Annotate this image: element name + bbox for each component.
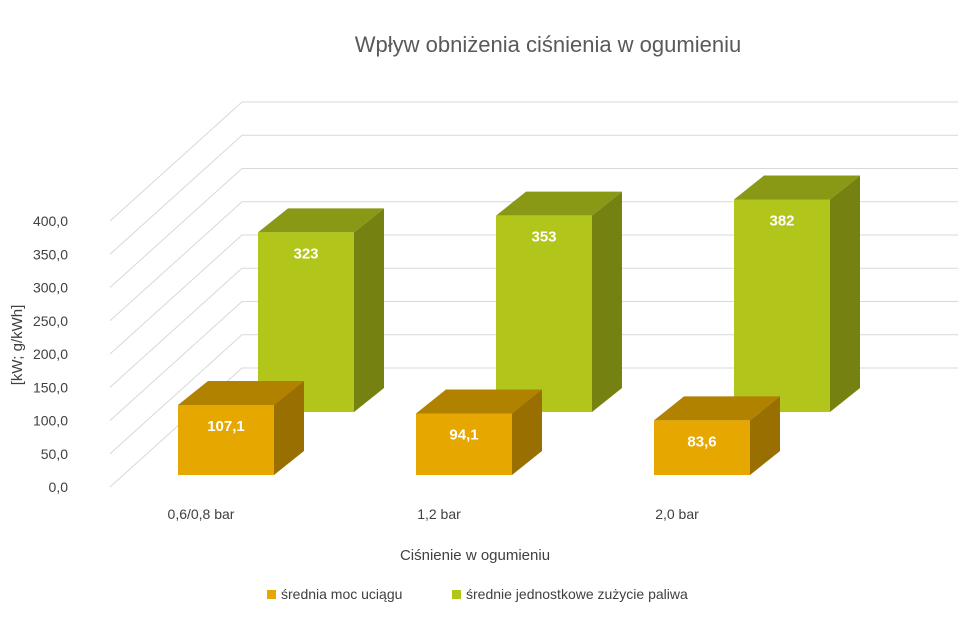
gridline: [109, 134, 958, 255]
x-category-label: 0,6/0,8 bar: [168, 506, 235, 522]
x-axis-categories: 0,6/0,8 bar 1,2 bar 2,0 bar: [168, 506, 700, 522]
bar-front-face: [734, 199, 830, 412]
chart-legend: średnia moc uciągu średnie jednostkowe zu…: [267, 586, 688, 602]
x-category-label: 1,2 bar: [417, 506, 461, 522]
data-label: 353: [531, 229, 556, 246]
bar-side-face: [592, 191, 622, 412]
bar-power-2: 83,6: [654, 396, 780, 475]
bar-side-face: [354, 208, 384, 412]
y-tick-label: 200,0: [33, 346, 68, 362]
chart-title: Wpływ obniżenia ciśnienia w ogumieniu: [355, 32, 741, 57]
data-label: 323: [293, 245, 318, 262]
data-label: 382: [769, 213, 794, 230]
legend-swatch: [267, 590, 276, 599]
chart-gridlines: [109, 101, 958, 488]
bar-front-face: [654, 420, 750, 475]
bar-top-face: [734, 175, 860, 200]
gridline: [109, 367, 958, 488]
data-label: 83,6: [687, 433, 716, 450]
legend-label: średnia moc uciągu: [281, 586, 402, 602]
bar-fuel-1: 353: [496, 191, 622, 412]
bar-side-face: [830, 175, 860, 412]
bar-side-face: [750, 396, 780, 475]
gridline: [109, 101, 958, 222]
gridline: [109, 201, 958, 322]
bar-fuel-2: 382: [734, 175, 860, 412]
y-tick-label: 150,0: [33, 379, 68, 395]
bar-top-face: [496, 191, 622, 216]
y-tick-label: 250,0: [33, 313, 68, 329]
gridline: [109, 267, 958, 388]
bar-top-face: [178, 380, 304, 405]
x-axis-title: Ciśnienie w ogumieniu: [400, 547, 550, 564]
bar-front-face: [416, 413, 512, 475]
data-label: 107,1: [207, 418, 245, 435]
bar-top-face: [416, 389, 542, 414]
x-category-label: 2,0 bar: [655, 506, 699, 522]
bar-top-face: [654, 396, 780, 421]
data-label: 94,1: [449, 427, 478, 444]
y-tick-label: 350,0: [33, 246, 68, 262]
gridline: [109, 234, 958, 355]
y-tick-label: 300,0: [33, 280, 68, 296]
y-axis-ticks: 0,0 50,0 100,0 150,0 200,0 250,0 300,0 350,0 400…: [33, 213, 68, 495]
legend-swatch: [452, 590, 461, 599]
gridline: [109, 168, 958, 288]
bar-side-face: [512, 389, 542, 475]
gridline: [109, 334, 958, 455]
y-tick-label: 50,0: [41, 446, 68, 462]
bar-power-0: 107,1: [178, 380, 304, 475]
bar-side-face: [274, 380, 304, 475]
y-tick-label: 400,0: [33, 213, 68, 229]
chart-bars: 323 353 382 107,1 94,1 83,6: [178, 175, 860, 475]
bar-top-face: [258, 208, 384, 233]
y-tick-label: 100,0: [33, 413, 68, 429]
bar-front-face: [178, 405, 274, 475]
y-axis-title: [kW; g/kWh]: [9, 305, 26, 386]
gridline: [109, 301, 958, 421]
y-tick-label: 0,0: [49, 479, 69, 495]
legend-label: średnie jednostkowe zużycie paliwa: [466, 586, 688, 602]
bar-power-1: 94,1: [416, 389, 542, 475]
bar-front-face: [496, 215, 592, 412]
